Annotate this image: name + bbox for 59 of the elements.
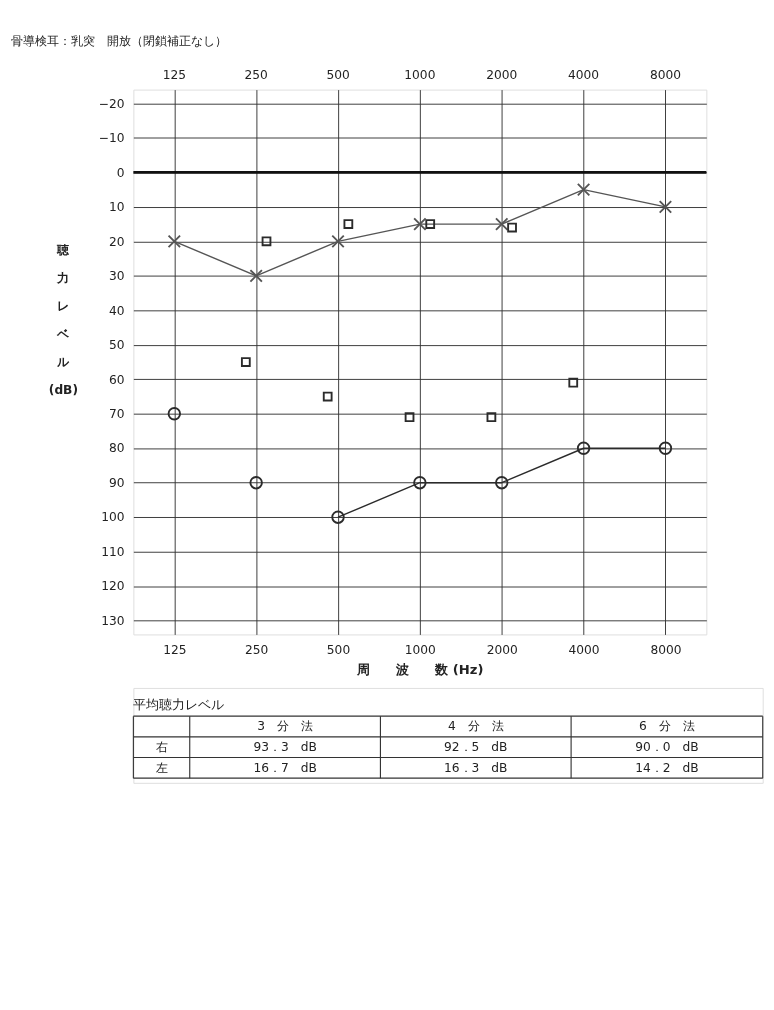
y-tick-label: 110 <box>101 544 125 559</box>
x-tick-label: 4000 <box>568 642 600 657</box>
point <box>658 441 673 455</box>
point <box>495 217 509 231</box>
y-tick-label: 60 <box>108 372 125 387</box>
x-tick-label: 8000 <box>650 642 682 657</box>
text: 6 分 法 <box>639 719 695 734</box>
point <box>167 234 181 249</box>
y-tick-label: −10 <box>98 131 125 146</box>
point <box>167 407 181 421</box>
text: 14．2 dB <box>635 760 699 775</box>
category-label: 500 <box>326 68 350 83</box>
text: 16．3 dB <box>444 760 508 775</box>
x-tick-label: 2000 <box>486 642 518 657</box>
text: 3 分 法 <box>257 719 313 734</box>
chart-title: 骨導検耳：乳突 開放（閉鎖補正なし） <box>10 33 227 48</box>
x-tick-label: 500 <box>326 642 351 657</box>
y-tick-label: 130 <box>101 613 125 628</box>
category-label: 125 <box>162 68 186 83</box>
y-tick-label: 20 <box>108 234 125 249</box>
point <box>495 476 509 490</box>
category-label: 2000 <box>486 68 518 83</box>
y-tick-label: 120 <box>101 579 125 594</box>
category-label: 1000 <box>404 68 436 83</box>
text: 平均聴力レベル <box>133 696 225 712</box>
y-tick-label: 30 <box>108 269 125 284</box>
point <box>331 234 345 249</box>
point <box>413 217 427 231</box>
text: 90．0 dB <box>635 739 699 754</box>
y-tick-label: 50 <box>108 338 125 353</box>
y-axis-title: 聴力レベル(dB) <box>48 242 79 398</box>
y-tick-label: 80 <box>108 441 125 456</box>
text: 16．7 dB <box>253 760 317 775</box>
text: 右 <box>155 739 168 754</box>
point <box>249 476 263 490</box>
x-tick-label: 1000 <box>404 642 436 657</box>
y-tick-label: 100 <box>101 510 125 525</box>
text: 92．5 dB <box>444 739 508 754</box>
y-tick-label: 10 <box>108 200 125 215</box>
point <box>658 200 673 214</box>
y-tick-label: 40 <box>108 303 125 318</box>
point <box>576 441 591 455</box>
y-tick-label: −20 <box>98 96 125 111</box>
x-axis-title: 周 波 数 (Hz) <box>356 662 484 678</box>
point <box>331 510 345 524</box>
point <box>576 182 591 197</box>
text: 93．3 dB <box>253 739 317 754</box>
y-tick-label: 90 <box>108 475 125 490</box>
point <box>249 269 263 283</box>
y-tick-label: 0 <box>116 165 125 180</box>
text: 左 <box>155 760 168 775</box>
category-label: 250 <box>244 68 268 83</box>
category-label: 4000 <box>568 68 600 83</box>
x-tick-label: 125 <box>163 642 187 657</box>
category-label: 8000 <box>649 68 681 83</box>
point <box>413 476 427 490</box>
x-tick-label: 250 <box>244 642 269 657</box>
y-tick-label: 70 <box>108 406 125 421</box>
text: 4 分 法 <box>447 719 504 734</box>
